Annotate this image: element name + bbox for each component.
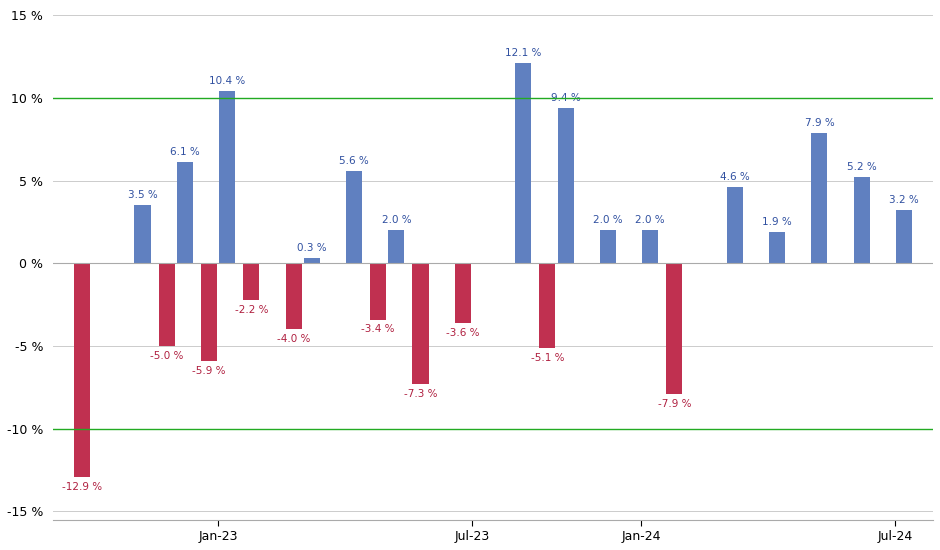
Text: 10.4 %: 10.4 % (209, 76, 245, 86)
Bar (540, 263, 556, 348)
Text: 7.9 %: 7.9 % (805, 118, 835, 128)
Bar (854, 177, 870, 263)
Bar (642, 230, 658, 263)
Text: -4.0 %: -4.0 % (277, 334, 310, 344)
Bar (74, 263, 90, 477)
Bar (286, 263, 302, 329)
Bar (727, 187, 743, 263)
Text: -3.6 %: -3.6 % (446, 328, 479, 338)
Text: -7.9 %: -7.9 % (658, 399, 691, 409)
Bar (134, 205, 150, 263)
Bar (600, 230, 616, 263)
Bar (769, 232, 785, 263)
Text: 5.6 %: 5.6 % (339, 156, 368, 166)
Text: -3.4 %: -3.4 % (362, 324, 395, 334)
Text: 6.1 %: 6.1 % (170, 147, 199, 157)
Bar (666, 263, 682, 394)
Bar (557, 108, 573, 263)
Text: -7.3 %: -7.3 % (404, 389, 437, 399)
Text: 3.5 %: 3.5 % (128, 190, 157, 200)
Text: 5.2 %: 5.2 % (847, 162, 877, 172)
Text: -5.0 %: -5.0 % (150, 351, 183, 361)
Text: 0.3 %: 0.3 % (297, 243, 326, 254)
Bar (219, 91, 235, 263)
Text: 2.0 %: 2.0 % (593, 215, 622, 226)
Bar (811, 133, 827, 263)
Text: 1.9 %: 1.9 % (762, 217, 792, 227)
Text: -5.1 %: -5.1 % (531, 353, 564, 362)
Bar (201, 263, 217, 361)
Bar (304, 258, 320, 263)
Bar (896, 210, 912, 263)
Text: 2.0 %: 2.0 % (382, 215, 411, 226)
Bar (243, 263, 259, 300)
Bar (413, 263, 429, 384)
Text: 9.4 %: 9.4 % (551, 93, 581, 103)
Text: 2.0 %: 2.0 % (635, 215, 665, 226)
Text: -2.2 %: -2.2 % (234, 305, 268, 315)
Bar (346, 170, 362, 263)
Text: -12.9 %: -12.9 % (62, 482, 102, 492)
Text: 3.2 %: 3.2 % (889, 195, 919, 205)
Bar (388, 230, 404, 263)
Bar (515, 63, 531, 263)
Bar (455, 263, 471, 323)
Bar (370, 263, 386, 320)
Bar (177, 162, 193, 263)
Text: 12.1 %: 12.1 % (505, 48, 541, 58)
Bar (159, 263, 175, 346)
Text: 4.6 %: 4.6 % (720, 172, 750, 182)
Text: -5.9 %: -5.9 % (192, 366, 226, 376)
